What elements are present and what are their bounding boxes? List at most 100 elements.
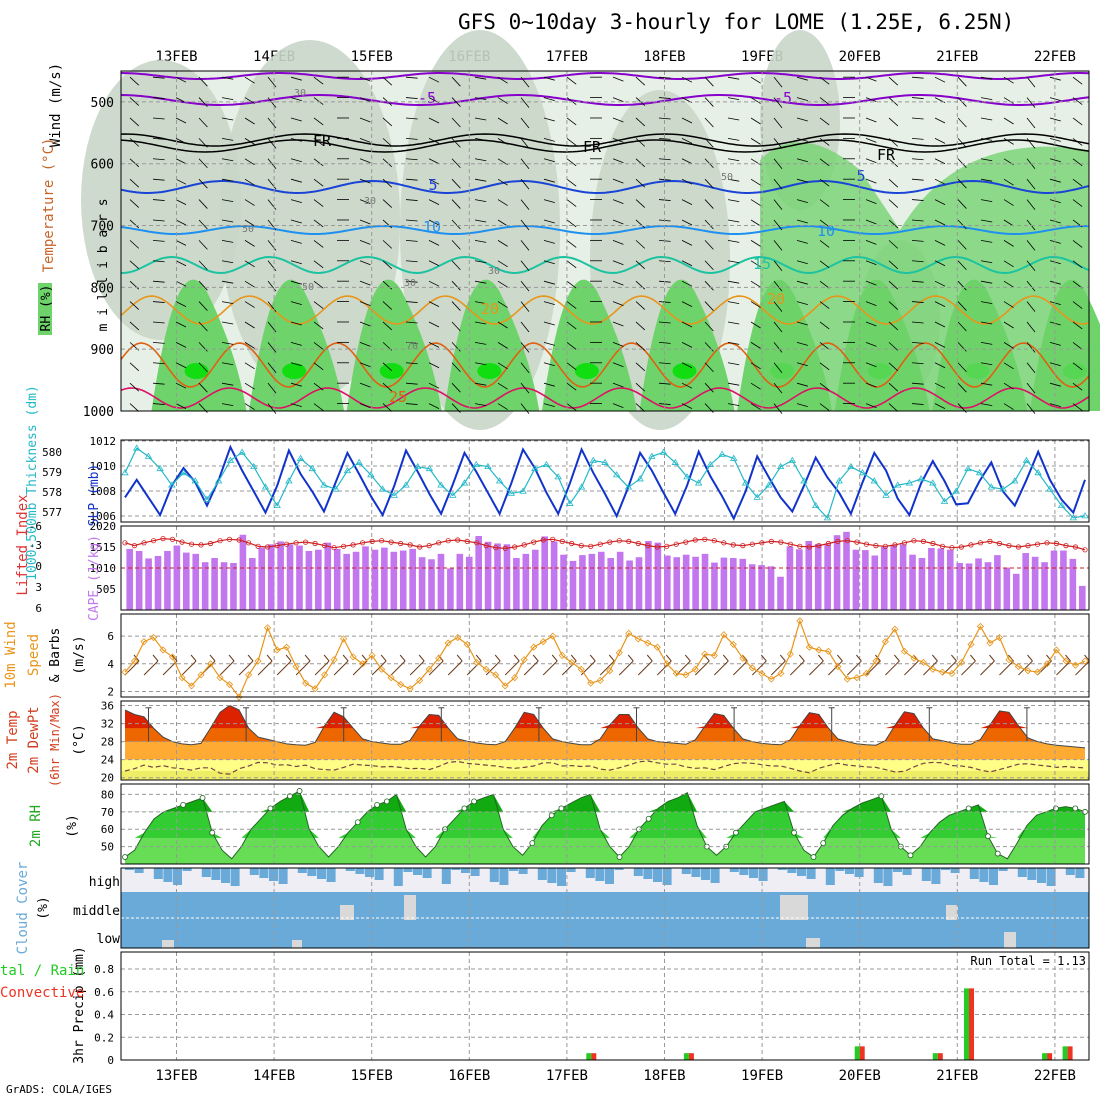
lifted-index-marker [768, 538, 774, 545]
wind-barb [405, 158, 418, 161]
wind-speed-marker [577, 665, 585, 673]
cloud-high-bar [777, 868, 787, 870]
wind-speed-marker [292, 663, 300, 671]
lifted-index-marker [597, 541, 603, 547]
cloud-high-bar [441, 868, 451, 884]
wind-barb [773, 76, 783, 88]
lifted-index-marker [540, 537, 546, 543]
temp-tick-label: 32 [101, 718, 114, 731]
wind-barb [244, 178, 255, 186]
wind-barb [451, 117, 461, 128]
wind-barb-10m [371, 660, 387, 676]
wind-barb [796, 341, 808, 346]
cape-bar [399, 550, 407, 610]
cape-bar [994, 555, 1001, 610]
rh2m-marker [985, 833, 991, 840]
wind-speed-marker [777, 669, 785, 678]
slp-tick-label: 1006 [90, 510, 117, 523]
cape-bar [852, 549, 860, 610]
contour-label: FR [877, 146, 896, 164]
wind-barb [1026, 97, 1036, 108]
cloud-high-bar [518, 868, 528, 874]
precip-run-total: Run Total = 1.13 [970, 954, 1086, 968]
wind-barb [658, 158, 671, 161]
wind-barb [175, 280, 187, 287]
cape-bar [239, 534, 247, 610]
thickness-tick-label: 578 [42, 486, 62, 499]
wind-barb-flag [190, 654, 197, 662]
cape-bar [597, 551, 605, 610]
wind-barb-flag [760, 654, 767, 662]
wind-axis-label-3: & Barbs [48, 628, 63, 683]
contour-label: 20 [767, 290, 785, 308]
wind-barb [152, 382, 165, 385]
cape-bar [965, 563, 973, 610]
thickness-marker [893, 481, 902, 488]
lifted-index-marker [226, 536, 233, 542]
lifted-index-marker [616, 538, 622, 544]
wind-barb-10m [276, 660, 292, 676]
thickness-marker [390, 491, 398, 498]
wind-barb [221, 260, 234, 264]
wind-barb [520, 117, 530, 129]
wind-barb [566, 97, 577, 105]
wind-barb [773, 403, 783, 414]
wind-barb [980, 280, 993, 284]
cloud-row-label: low [97, 932, 121, 947]
lifted-index-marker [977, 540, 984, 546]
wind-barb [451, 342, 461, 352]
x-tick-label-bottom: 21FEB [936, 1068, 978, 1084]
freezing-line-2 [120, 139, 1090, 153]
precip-total-bar [1042, 1053, 1048, 1060]
thickness-marker [156, 464, 164, 472]
cape-bar [390, 551, 398, 610]
wind-barb [428, 321, 440, 328]
wind-barb [865, 362, 877, 368]
wind-barb [520, 403, 530, 414]
lifted-index-marker [255, 543, 261, 549]
thickness-marker [133, 444, 141, 451]
wind-barb [957, 117, 967, 128]
wind-barb [773, 97, 783, 108]
wind-barb [566, 76, 577, 85]
cape-bar [805, 540, 813, 610]
wind-barb [658, 321, 671, 324]
temp-tick-label: 20 [101, 772, 114, 785]
wind-barb [382, 76, 393, 86]
wind-barb [428, 403, 440, 409]
lifted-index-marker [436, 540, 442, 546]
wind-barb [1049, 178, 1061, 183]
wind-barb [957, 240, 967, 250]
wind-barb [658, 341, 671, 344]
wind-barb [796, 199, 808, 203]
cape-bar [890, 545, 897, 610]
thickness-marker [531, 464, 539, 472]
wind-barb [405, 137, 418, 140]
wind-barb [244, 362, 255, 370]
wind-barb [911, 178, 924, 181]
wind-barb [313, 97, 324, 105]
wind-barb [543, 382, 555, 387]
contour-label: 50 [242, 224, 254, 235]
wind-speed-marker [473, 658, 481, 666]
wind-barb [451, 158, 461, 169]
wind-speed-marker [796, 617, 804, 625]
cloud-high-bar [461, 868, 470, 873]
cape-bar [1003, 567, 1011, 610]
cape-bar [249, 558, 256, 610]
wind-barb [198, 199, 208, 209]
wind-barb [382, 403, 393, 412]
wind-barb [129, 199, 140, 208]
wind-barb [819, 342, 830, 350]
lifted-index-marker [626, 538, 632, 545]
wind-barb [290, 382, 302, 387]
lifted-index-marker [1063, 542, 1069, 549]
wind-barb [520, 342, 530, 353]
wind-speed-marker [663, 660, 671, 668]
cloud-high-bar [509, 868, 518, 871]
rh2m-marker [354, 819, 361, 826]
wind-barb [566, 240, 577, 248]
wind-barb [796, 117, 808, 122]
wind-barb [428, 382, 440, 389]
wind-barb [129, 76, 140, 86]
